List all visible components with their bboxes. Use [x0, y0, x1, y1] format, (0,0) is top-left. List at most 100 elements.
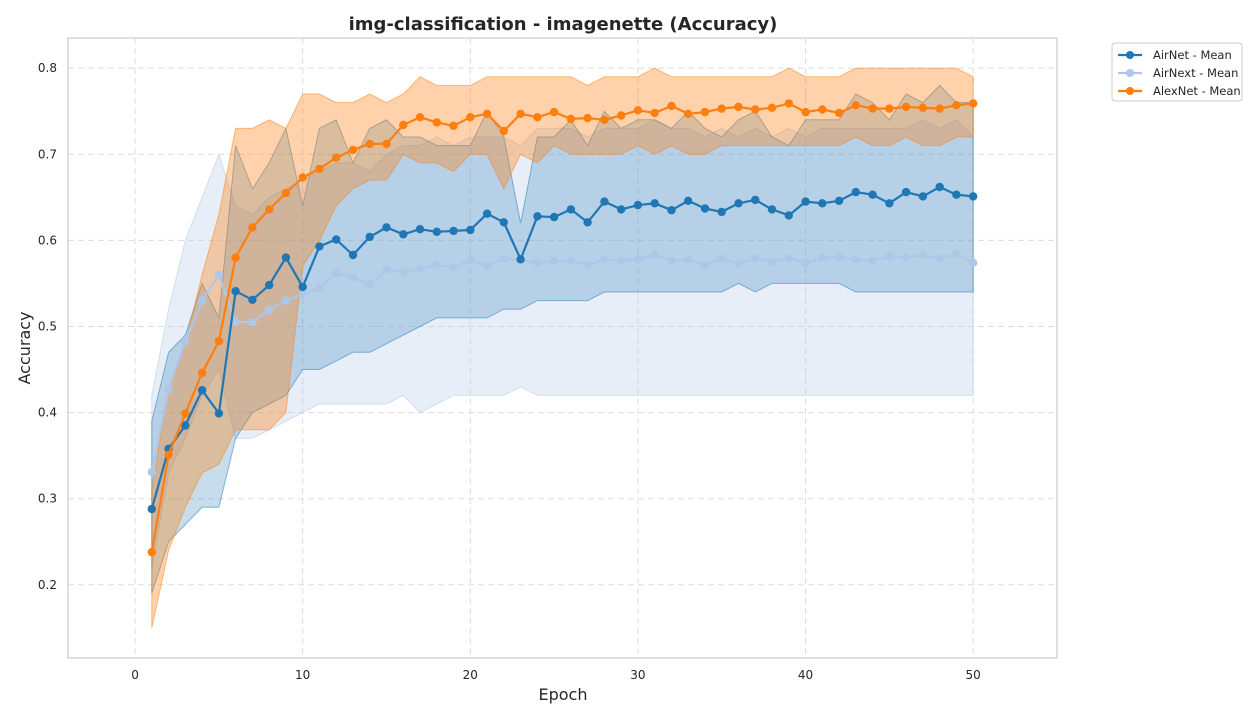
data-point — [784, 211, 793, 220]
data-point — [650, 199, 659, 208]
data-point — [868, 256, 877, 266]
data-point — [935, 104, 944, 113]
data-point — [952, 190, 961, 199]
data-point — [684, 255, 693, 264]
chart-title: img-classification - imagenette (Accurac… — [349, 14, 778, 35]
data-point — [231, 253, 240, 262]
data-point — [231, 287, 240, 296]
data-point — [298, 173, 307, 182]
data-point — [181, 421, 190, 430]
data-point — [583, 218, 592, 227]
data-point — [482, 109, 492, 119]
data-point — [382, 265, 391, 274]
data-point — [248, 295, 257, 304]
x-tick-label: 20 — [463, 668, 478, 682]
data-point — [181, 336, 190, 346]
data-point — [533, 258, 542, 267]
data-point — [298, 290, 307, 299]
data-point — [918, 192, 928, 201]
data-point — [533, 113, 542, 122]
data-point — [684, 196, 693, 205]
data-point — [516, 255, 525, 264]
data-point — [784, 99, 793, 108]
data-point — [449, 121, 458, 130]
data-point — [566, 205, 576, 214]
data-point — [935, 254, 944, 263]
data-point — [365, 280, 374, 289]
data-point — [449, 226, 458, 236]
data-point — [415, 264, 425, 273]
y-tick-label: 0.6 — [38, 233, 57, 247]
data-point — [499, 254, 508, 263]
data-point — [600, 255, 609, 264]
data-point — [969, 99, 978, 108]
data-point — [818, 199, 827, 208]
data-point — [499, 218, 508, 227]
data-point — [751, 254, 760, 263]
legend-dot-marker — [1126, 69, 1134, 77]
data-point — [281, 296, 291, 305]
legend-frame — [1111, 42, 1243, 102]
series-2 — [147, 99, 978, 557]
data-point — [834, 108, 844, 118]
data-point — [214, 409, 224, 418]
data-point — [281, 188, 291, 198]
data-point — [214, 270, 224, 279]
data-point — [734, 199, 743, 208]
data-point — [734, 102, 743, 112]
series-lines — [147, 99, 978, 557]
data-point — [365, 232, 374, 242]
data-point — [197, 296, 207, 305]
y-tick-label: 0.7 — [38, 147, 57, 161]
y-tick-label: 0.2 — [38, 578, 57, 592]
data-point — [885, 251, 894, 261]
data-point — [851, 187, 860, 197]
data-point — [617, 256, 626, 266]
data-point — [868, 104, 877, 113]
data-point — [549, 107, 559, 117]
data-point — [851, 255, 860, 264]
legend-label: AirNext - Mean — [1153, 66, 1238, 80]
data-point — [868, 190, 877, 199]
data-point — [935, 182, 944, 192]
data-point — [667, 206, 676, 215]
data-point — [265, 280, 274, 290]
data-point — [399, 230, 408, 239]
data-point — [650, 250, 659, 260]
data-point — [767, 257, 777, 267]
legend-dot-marker — [1126, 51, 1134, 59]
data-point — [348, 145, 358, 155]
legend-label: AirNet - Mean — [1153, 48, 1232, 62]
band-series-0 — [151, 119, 974, 568]
data-point — [315, 164, 324, 174]
x-tick-label: 40 — [798, 668, 813, 682]
data-point — [566, 114, 576, 124]
data-point — [700, 107, 710, 117]
data-point — [348, 273, 358, 282]
data-point — [969, 258, 978, 267]
legend: AirNet - Mean AirNext - Mean AlexNet - Mea… — [1111, 42, 1243, 102]
data-point — [566, 256, 576, 266]
x-tick-label: 30 — [630, 668, 645, 682]
band-series-1 — [151, 84, 974, 594]
data-point — [499, 126, 508, 136]
y-tick-label: 0.4 — [38, 406, 57, 420]
data-point — [399, 120, 408, 130]
data-point — [767, 205, 777, 214]
data-point — [617, 111, 626, 120]
data-point — [432, 227, 441, 236]
data-point — [332, 268, 341, 278]
data-point — [265, 305, 274, 315]
data-point — [734, 259, 743, 268]
data-point — [248, 223, 257, 232]
data-point — [851, 101, 860, 110]
data-point — [466, 256, 475, 265]
x-tick-label: 10 — [295, 668, 310, 682]
y-tick-label: 0.3 — [38, 492, 57, 506]
data-point — [751, 195, 760, 205]
data-point — [315, 242, 324, 251]
data-point — [298, 282, 307, 292]
data-point — [332, 153, 341, 162]
data-point — [717, 207, 726, 217]
